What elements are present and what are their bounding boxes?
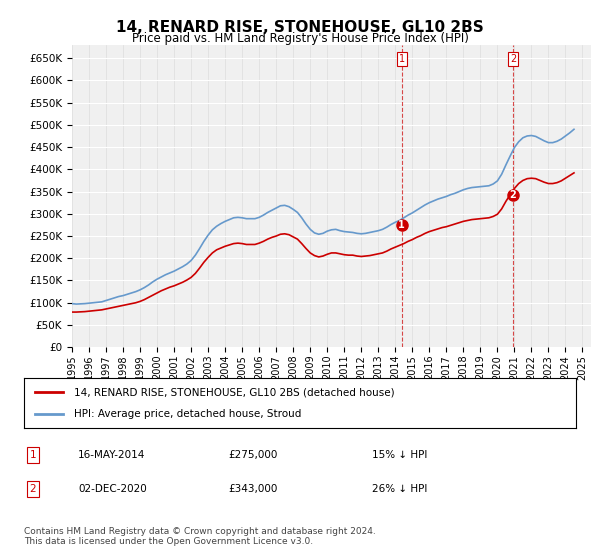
Text: 1: 1 — [29, 450, 37, 460]
Text: 26% ↓ HPI: 26% ↓ HPI — [372, 484, 427, 494]
Text: HPI: Average price, detached house, Stroud: HPI: Average price, detached house, Stro… — [74, 409, 301, 419]
Text: 2: 2 — [29, 484, 37, 494]
Text: 02-DEC-2020: 02-DEC-2020 — [78, 484, 147, 494]
Text: 2: 2 — [510, 54, 516, 64]
Text: 14, RENARD RISE, STONEHOUSE, GL10 2BS: 14, RENARD RISE, STONEHOUSE, GL10 2BS — [116, 20, 484, 35]
Text: 2: 2 — [509, 190, 517, 200]
Text: Price paid vs. HM Land Registry's House Price Index (HPI): Price paid vs. HM Land Registry's House … — [131, 32, 469, 45]
Text: 16-MAY-2014: 16-MAY-2014 — [78, 450, 145, 460]
Text: £275,000: £275,000 — [228, 450, 277, 460]
Text: 15% ↓ HPI: 15% ↓ HPI — [372, 450, 427, 460]
Text: £343,000: £343,000 — [228, 484, 277, 494]
Text: 1: 1 — [398, 220, 405, 230]
Text: Contains HM Land Registry data © Crown copyright and database right 2024.
This d: Contains HM Land Registry data © Crown c… — [24, 526, 376, 546]
Text: 14, RENARD RISE, STONEHOUSE, GL10 2BS (detached house): 14, RENARD RISE, STONEHOUSE, GL10 2BS (d… — [74, 387, 394, 397]
Text: 1: 1 — [399, 54, 405, 64]
